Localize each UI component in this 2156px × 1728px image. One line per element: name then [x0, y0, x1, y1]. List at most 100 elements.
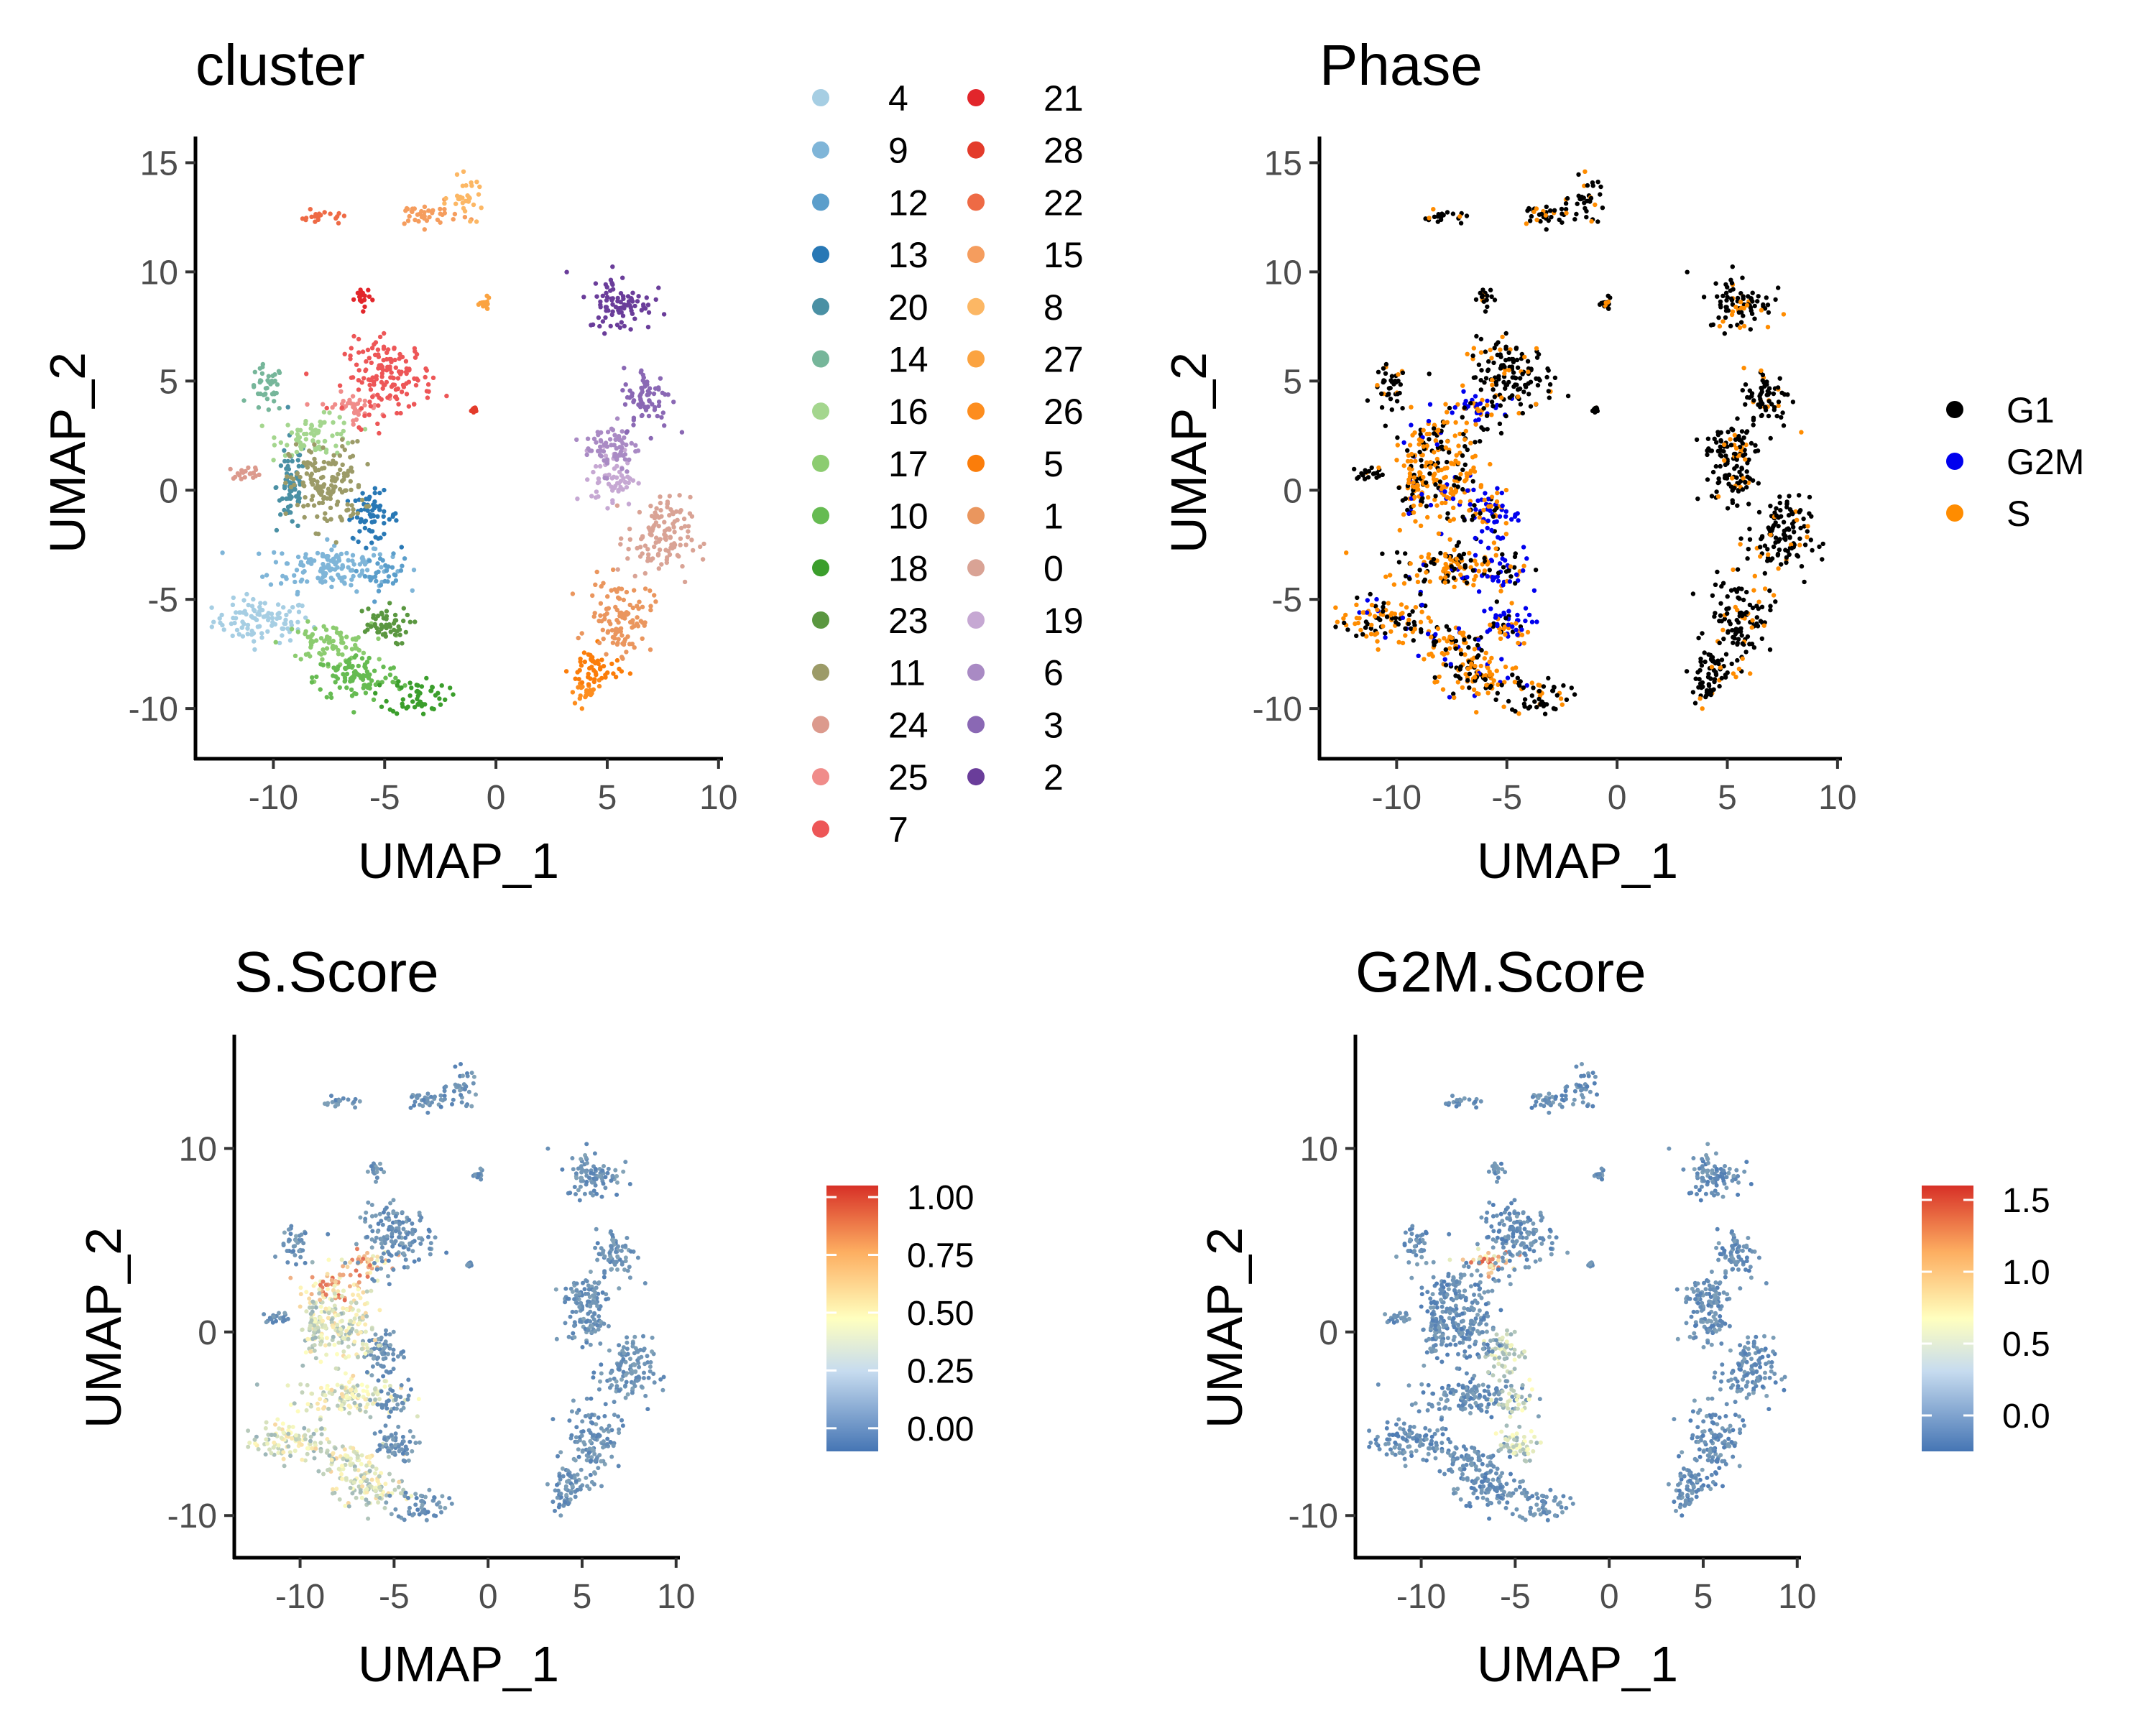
- phase-point: [1731, 568, 1735, 572]
- s-score-point: [350, 1327, 354, 1331]
- phase-point: [1459, 221, 1463, 225]
- cluster-legend-label: 10: [888, 496, 929, 537]
- phase-point: [1395, 550, 1399, 555]
- cluster-point: [680, 430, 684, 434]
- cluster-point: [384, 351, 389, 355]
- phase-point: [1790, 512, 1795, 516]
- cluster-legend-label: 15: [1044, 235, 1084, 275]
- cluster-legend-swatch: [812, 664, 829, 681]
- phase-point: [1710, 593, 1715, 598]
- phase-point: [1711, 688, 1715, 692]
- cluster-point: [341, 463, 345, 467]
- s-score-point: [393, 1488, 397, 1492]
- phase-point: [1711, 470, 1715, 474]
- cluster-point: [294, 442, 298, 446]
- phase-point: [1355, 476, 1359, 481]
- cluster-ylabel: UMAP_2: [40, 352, 96, 553]
- cluster-legend-swatch: [967, 664, 985, 681]
- phase-point: [1479, 350, 1483, 354]
- s-score-point: [373, 1387, 377, 1392]
- cluster-point: [635, 299, 640, 303]
- s-score-point: [354, 1329, 359, 1334]
- cluster-point: [648, 588, 652, 593]
- phase-point: [1376, 370, 1381, 374]
- phase-point: [1756, 600, 1761, 604]
- phase-point: [1521, 545, 1526, 549]
- s-score-point: [318, 1359, 323, 1364]
- s-score-point: [343, 1298, 347, 1303]
- phase-point: [1479, 664, 1483, 668]
- phase-point: [1416, 580, 1420, 584]
- phase-point: [1495, 669, 1499, 673]
- s-score-point: [344, 1356, 348, 1360]
- phase-point: [1414, 605, 1418, 609]
- phase-point: [1795, 518, 1799, 522]
- cluster-legend-swatch: [967, 402, 985, 420]
- phase-point: [1809, 537, 1813, 542]
- cluster-point: [596, 315, 601, 320]
- phase-point: [1368, 592, 1373, 596]
- phase-point: [1506, 699, 1511, 703]
- cluster-point: [701, 557, 705, 561]
- phase-point: [1548, 208, 1552, 213]
- phase-point: [1539, 212, 1544, 216]
- cluster-point: [349, 568, 353, 573]
- phase-point: [1504, 532, 1508, 536]
- cluster-point: [373, 491, 377, 495]
- cluster-point: [315, 551, 320, 555]
- s-score-point: [354, 1313, 359, 1317]
- phase-point: [1427, 371, 1432, 376]
- phase-point: [1739, 438, 1743, 443]
- phase-point: [1735, 658, 1739, 662]
- phase-point: [1526, 392, 1531, 396]
- cluster-point: [388, 375, 392, 379]
- phase-point: [1465, 581, 1469, 585]
- cluster-point: [331, 420, 335, 425]
- phase-point: [1483, 309, 1488, 313]
- phase-point: [1715, 570, 1719, 574]
- s-score-point: [341, 1336, 346, 1340]
- phase-point: [1408, 474, 1412, 479]
- phase-point: [1443, 575, 1447, 579]
- cluster-point: [367, 356, 372, 360]
- phase-point: [1493, 698, 1498, 702]
- phase-point: [1419, 610, 1424, 614]
- phase-point: [1440, 651, 1445, 655]
- s-score-point: [358, 1408, 362, 1412]
- cluster-point: [344, 645, 348, 650]
- cluster-point: [295, 620, 300, 624]
- s-score-point: [379, 1390, 384, 1394]
- phase-legend-label: S: [2007, 494, 2030, 534]
- cluster-point: [361, 651, 366, 655]
- cluster-legend-swatch: [812, 716, 829, 733]
- phase-point: [1424, 481, 1428, 485]
- cluster-point: [362, 294, 367, 298]
- phase-point: [1534, 206, 1539, 211]
- cluster-point: [325, 537, 329, 542]
- phase-point: [1490, 399, 1494, 404]
- phase-point: [1580, 195, 1584, 199]
- cluster-point: [614, 446, 619, 451]
- s-score-point: [326, 1232, 330, 1237]
- phase-point: [1491, 387, 1495, 392]
- cluster-point: [654, 506, 658, 510]
- phase-point: [1513, 680, 1517, 684]
- cluster-point: [640, 387, 644, 391]
- cluster-point: [658, 508, 663, 512]
- cluster-point: [292, 580, 297, 584]
- s-score-point: [291, 1425, 295, 1429]
- cluster-point: [564, 669, 568, 673]
- phase-point: [1719, 454, 1723, 458]
- phase-point: [1464, 477, 1468, 481]
- cluster-point: [632, 304, 637, 308]
- phase-point: [1451, 211, 1455, 216]
- s-score-point: [367, 1339, 372, 1343]
- s-score-point: [354, 1496, 359, 1500]
- cluster-point: [616, 567, 620, 571]
- phase-point: [1759, 619, 1763, 623]
- phase-point: [1705, 690, 1709, 695]
- phase-point: [1501, 583, 1505, 587]
- cluster-point: [458, 195, 462, 199]
- cluster-point: [373, 691, 377, 696]
